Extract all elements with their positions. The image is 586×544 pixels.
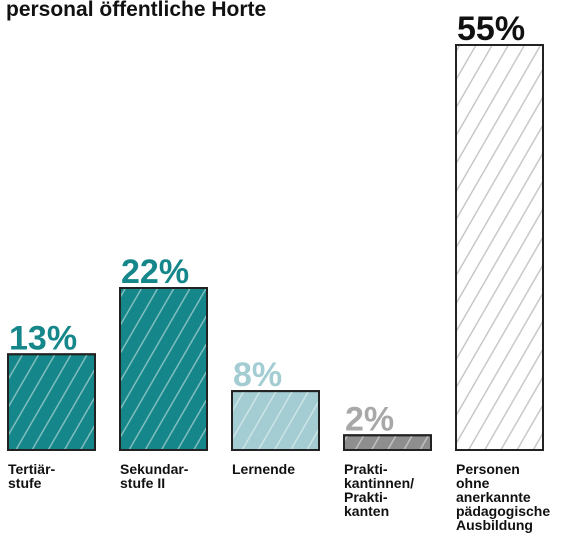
bar-hatch (343, 434, 432, 452)
x-tick-label: Prakti-kantinnen/Prakti-kanten (344, 461, 414, 519)
value-label: 22% (121, 253, 189, 291)
value-label: 2% (345, 400, 394, 438)
value-label: 55% (457, 10, 525, 48)
x-tick-label: Lernende (232, 461, 295, 477)
bar-hatch (455, 44, 544, 451)
value-label: 13% (9, 319, 77, 357)
bar-hatch (119, 287, 208, 451)
value-label: 8% (233, 356, 282, 394)
bar-hatch (7, 353, 96, 452)
x-tick-label: Sekundar-stufe II (120, 461, 189, 491)
chart-title: personal öffentliche Horte (6, 0, 266, 21)
x-tick-label: Tertiär-stufe (8, 461, 56, 491)
x-tick-label: Personen ohne anerkannte pädagogische Ausbil… (456, 461, 550, 533)
bar-hatch (231, 390, 320, 452)
